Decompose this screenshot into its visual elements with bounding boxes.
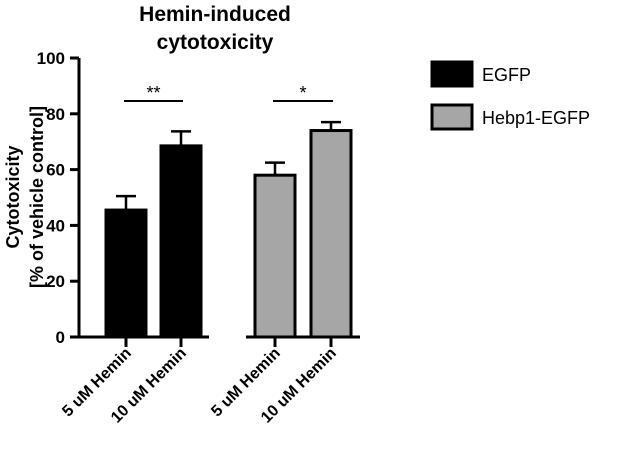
legend-swatch	[430, 60, 474, 88]
y-tick-label: 80	[46, 105, 65, 124]
y-tick-label: 0	[56, 328, 65, 347]
legend-swatch	[430, 103, 474, 131]
y-axis-label-line-2: [% of vehicle control]	[27, 106, 47, 288]
legend-label: EGFP	[482, 65, 531, 85]
y-tick-label: 100	[37, 49, 65, 68]
significance-label: *	[299, 83, 306, 103]
bar	[309, 129, 353, 339]
bar	[104, 208, 148, 339]
chart-title-line-2: cytotoxicity	[157, 31, 274, 54]
legend: EGFP Hebp1-EGFP	[430, 60, 590, 131]
significance-label: **	[146, 83, 160, 103]
y-tick-label: 20	[46, 272, 65, 291]
y-tick-label: 60	[46, 161, 65, 180]
bar	[159, 144, 203, 339]
chart-title-line-1: Hemin-induced	[139, 3, 291, 26]
y-tick-label: 40	[46, 216, 65, 235]
legend-label: Hebp1-EGFP	[482, 108, 590, 128]
y-axis-label-line-1: Cytotoxicity	[3, 145, 23, 248]
bar	[253, 173, 297, 339]
